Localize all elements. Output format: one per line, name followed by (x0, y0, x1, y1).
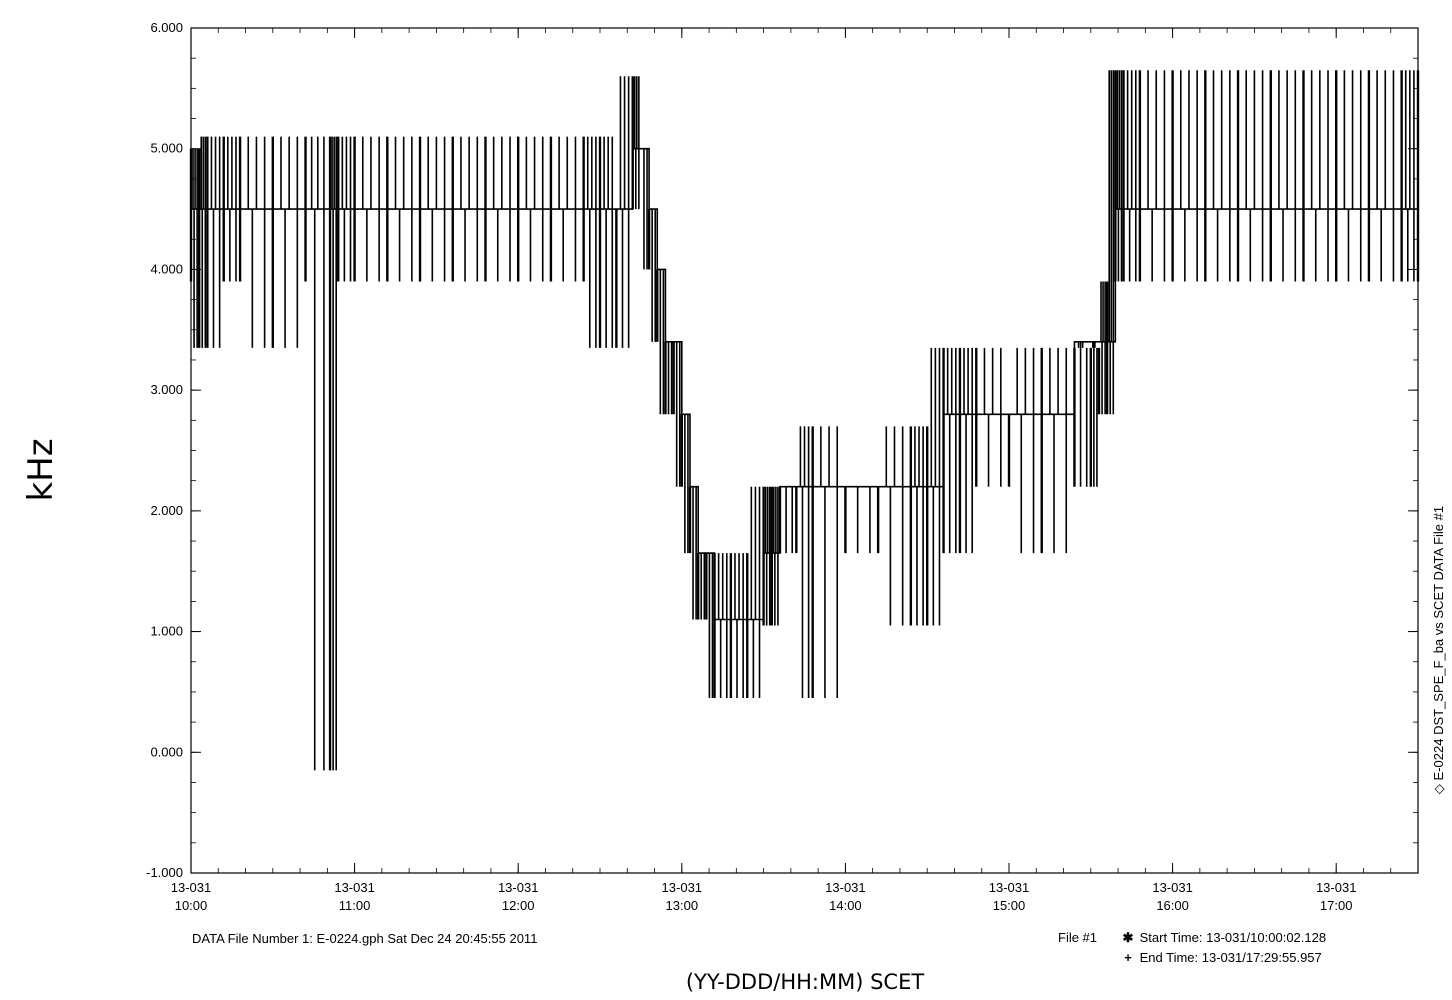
x-tick-time: 14:00 (829, 898, 862, 913)
x-tick-date: 13-031 (989, 880, 1029, 895)
plus-marker-icon: + (1124, 950, 1132, 965)
x-axis: 13-031 10:00 13-031 11:00 13-031 12:00 13-031 1… (171, 28, 1356, 913)
x-tick-date: 13-031 (662, 880, 702, 895)
y-tick-label: 3.000 (150, 382, 183, 397)
y-tick-label: 4.000 (150, 261, 183, 276)
end-time: End Time: 13-031/17:29:55.957 (1139, 950, 1322, 965)
x-tick-time: 12:00 (502, 898, 535, 913)
x-tick-time: 15:00 (993, 898, 1026, 913)
start-time: Start Time: 13-031/10:00:02.128 (1139, 930, 1327, 945)
x-tick-time: 11:00 (339, 898, 371, 913)
asterisk-marker-icon: ✱ (1122, 930, 1134, 945)
y-tick-label: 0.000 (150, 744, 183, 759)
x-tick-date: 13-031 (1316, 880, 1356, 895)
series-line-0 (191, 147, 1418, 621)
y-tick-label: 1.000 (150, 624, 183, 639)
y-axis-title: kHz (21, 438, 61, 501)
x-tick-date: 13-031 (171, 880, 211, 895)
series-layer (189, 70, 1420, 771)
x-tick-time: 17:00 (1320, 898, 1353, 913)
x-tick-date: 13-031 (825, 880, 865, 895)
file-tag: File #1 (1058, 930, 1098, 945)
x-tick-time: 13:00 (666, 898, 699, 913)
x-tick-date: 13-031 (498, 880, 538, 895)
start-time-row: ✱ Start Time: 13-031/10:00:02.128 (1120, 930, 1327, 946)
y-tick-label: -1.000 (146, 865, 183, 880)
x-tick-date: 13-031 (1152, 880, 1192, 895)
y-tick-label: 5.000 (150, 141, 183, 156)
right-legend: ◇ E-0224 DST_SPE_F_ba vs SCET DATA File … (1431, 506, 1446, 794)
x-tick-time: 10:00 (175, 898, 208, 913)
end-time-row: + End Time: 13-031/17:29:55.957 (1120, 950, 1322, 965)
x-tick-date: 13-031 (334, 880, 374, 895)
data-file-info: DATA File Number 1: E-0224.gph Sat Dec 2… (192, 931, 538, 946)
x-axis-title: (YY-DDD/HH:MM) SCET (685, 970, 925, 994)
y-axis: 6.000 5.000 4.000 3.000 2.000 1.000 0.000 -1.00… (146, 20, 1418, 880)
y-tick-label: 2.000 (150, 503, 183, 518)
x-tick-time: 16:00 (1156, 898, 1189, 913)
y-tick-label: 6.000 (150, 20, 183, 35)
